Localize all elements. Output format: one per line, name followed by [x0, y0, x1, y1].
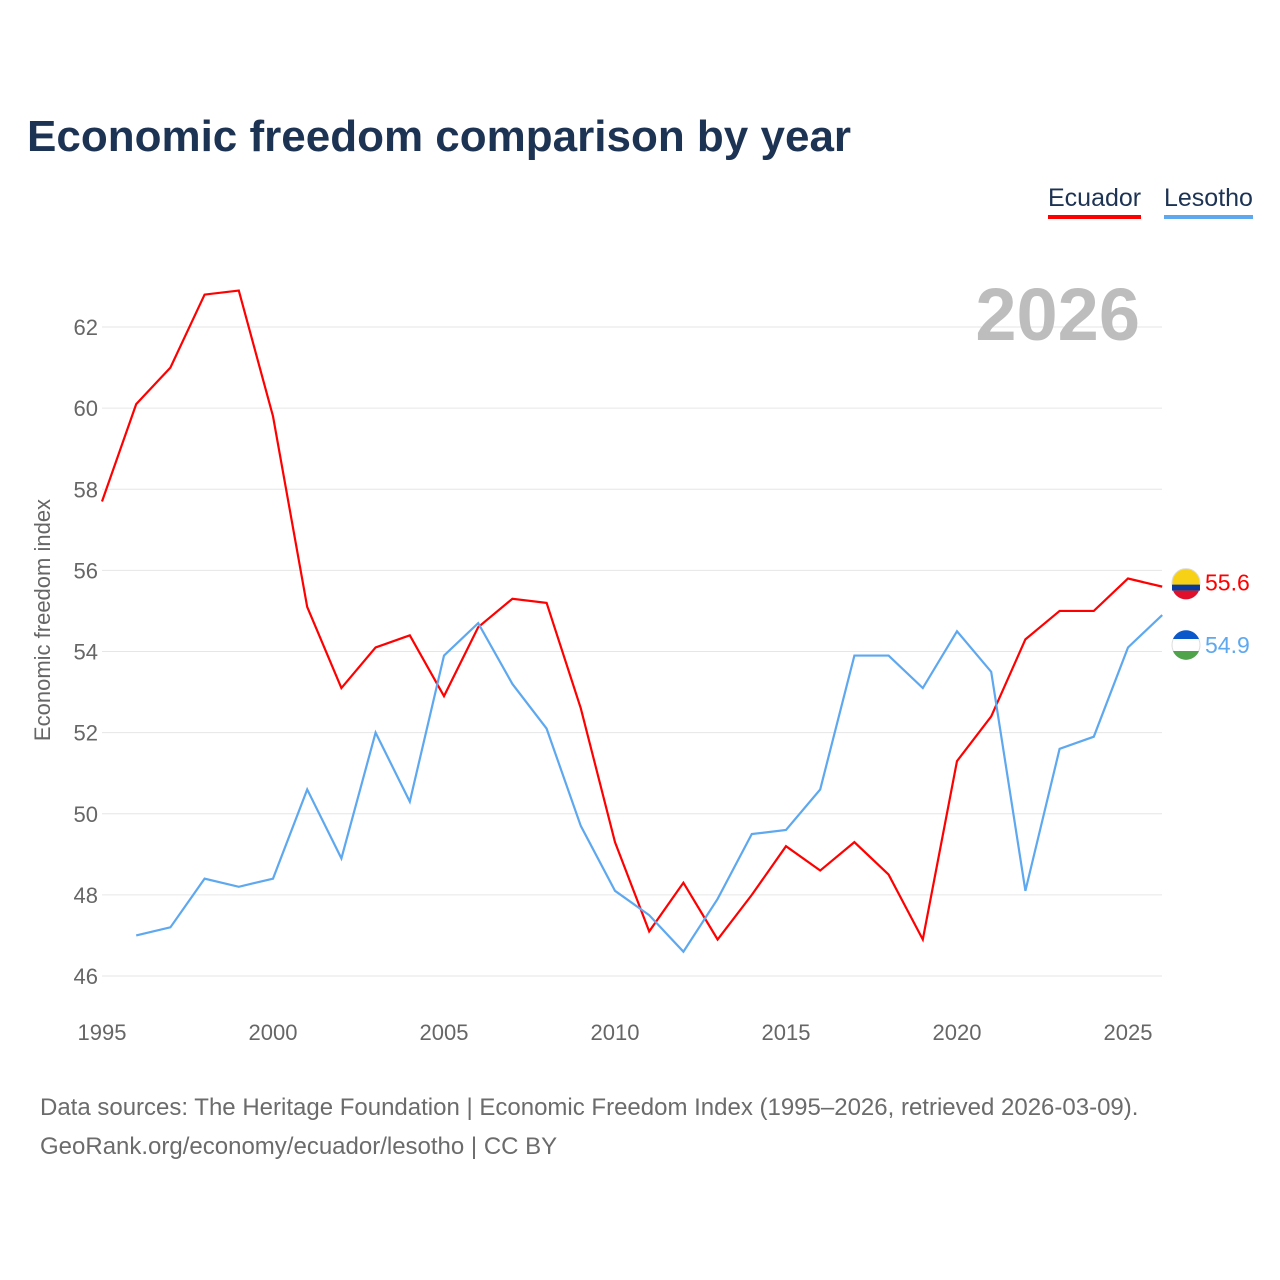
- end-value-label: 54.9: [1205, 632, 1250, 658]
- flag-stripe: [1173, 590, 1199, 600]
- y-tick-label: 50: [74, 802, 98, 827]
- y-tick-label: 60: [74, 396, 98, 421]
- legend-lesotho[interactable]: Lesotho: [1164, 184, 1253, 219]
- series-line-lesotho: [135, 614, 1163, 954]
- footer: Data sources: The Heritage Foundation | …: [40, 1088, 1138, 1166]
- y-tick-label: 54: [74, 640, 98, 665]
- x-tick-label: 2005: [420, 1020, 469, 1045]
- x-tick-label: 2025: [1104, 1020, 1153, 1045]
- x-tick-label: 1995: [78, 1020, 127, 1045]
- y-tick-label: 56: [74, 558, 98, 583]
- flag-stripe: [1172, 584, 1200, 591]
- x-tick-label: 2015: [762, 1020, 811, 1045]
- x-tick-label: 2010: [591, 1020, 640, 1045]
- x-tick-label: 2020: [933, 1020, 982, 1045]
- year-watermark: 2026: [975, 273, 1140, 356]
- end-value-label: 55.6: [1205, 570, 1250, 596]
- y-tick-label: 52: [74, 721, 98, 746]
- y-tick-label: 58: [74, 477, 98, 502]
- flag-stripe: [1173, 651, 1199, 660]
- flag-stripe: [1173, 630, 1199, 640]
- chart-title: Economic freedom comparison by year: [27, 112, 852, 161]
- series-line-ecuador: [100, 289, 1163, 943]
- y-tick-label: 48: [74, 883, 98, 908]
- legend-ecuador[interactable]: Ecuador: [1048, 184, 1142, 219]
- y-tick-label: 62: [74, 315, 98, 340]
- source-text: Data sources: The Heritage Foundation | …: [40, 1094, 1139, 1121]
- x-tick-label: 2000: [249, 1020, 298, 1045]
- attribution-text: GeoRank.org/economy/ecuador/lesotho | CC…: [40, 1133, 558, 1160]
- y-axis-label: Economic freedom index: [30, 499, 55, 741]
- y-tick-label: 46: [74, 964, 98, 989]
